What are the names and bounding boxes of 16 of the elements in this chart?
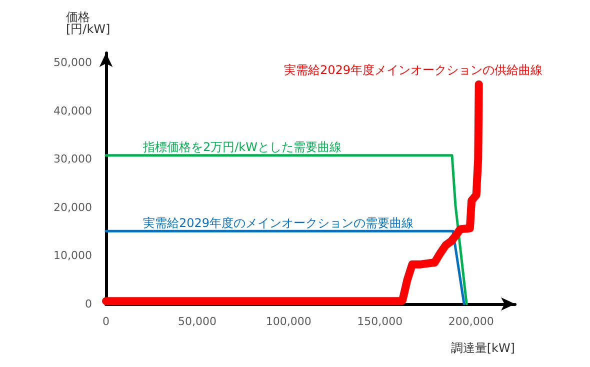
x-axis-title: 調達量[kW] bbox=[450, 341, 515, 355]
x-tick-label: 200,000 bbox=[448, 315, 494, 328]
x-tick-label: 50,000 bbox=[178, 315, 217, 328]
y-axis-title: 価格 [円/kW] bbox=[66, 10, 110, 36]
x-tick-label: 100,000 bbox=[266, 315, 312, 328]
y-tick-label: 40,000 bbox=[54, 104, 92, 118]
y-tick-label: 30,000 bbox=[54, 152, 92, 166]
x-tick-label: 150,000 bbox=[357, 315, 403, 328]
y-tick-label: 0 bbox=[85, 298, 92, 310]
y-tick-label: 10,000 bbox=[54, 249, 92, 262]
y-tick-label: 20,000 bbox=[54, 200, 92, 214]
series-label: 指標価格を2万円/kWとした需要曲線 bbox=[142, 140, 342, 154]
y-tick-label: 50,000 bbox=[54, 56, 92, 70]
series-label: 実需給2029年度のメインオークションの需要曲線 bbox=[143, 216, 414, 230]
x-tick-label: 0 bbox=[102, 315, 110, 328]
text: 実需給2029年度メインオークションの供給曲線 bbox=[284, 63, 543, 77]
